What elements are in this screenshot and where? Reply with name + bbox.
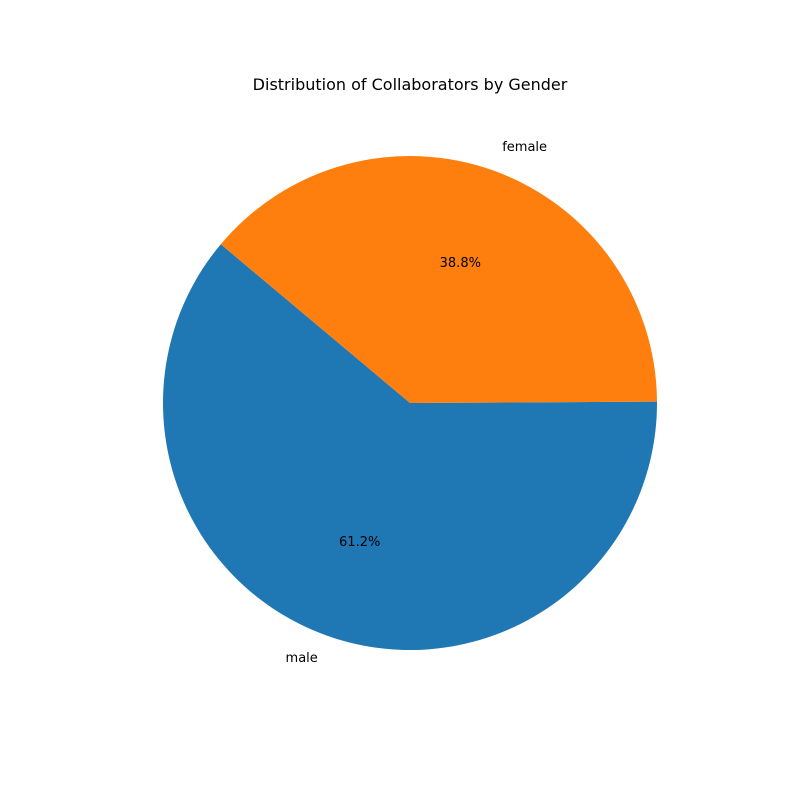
pie-slices — [162, 156, 657, 651]
percent-label-female: 38.8% — [440, 256, 481, 271]
pie-labels: male 61.2% female 38.8% — [286, 140, 548, 666]
chart-title: Distribution of Collaborators by Gender — [253, 75, 568, 94]
category-label-female: female — [502, 140, 547, 155]
pie-slice-male — [162, 244, 657, 651]
category-label-male: male — [286, 651, 318, 666]
pie-slice-female — [220, 156, 657, 403]
percent-label-male: 61.2% — [339, 535, 380, 550]
